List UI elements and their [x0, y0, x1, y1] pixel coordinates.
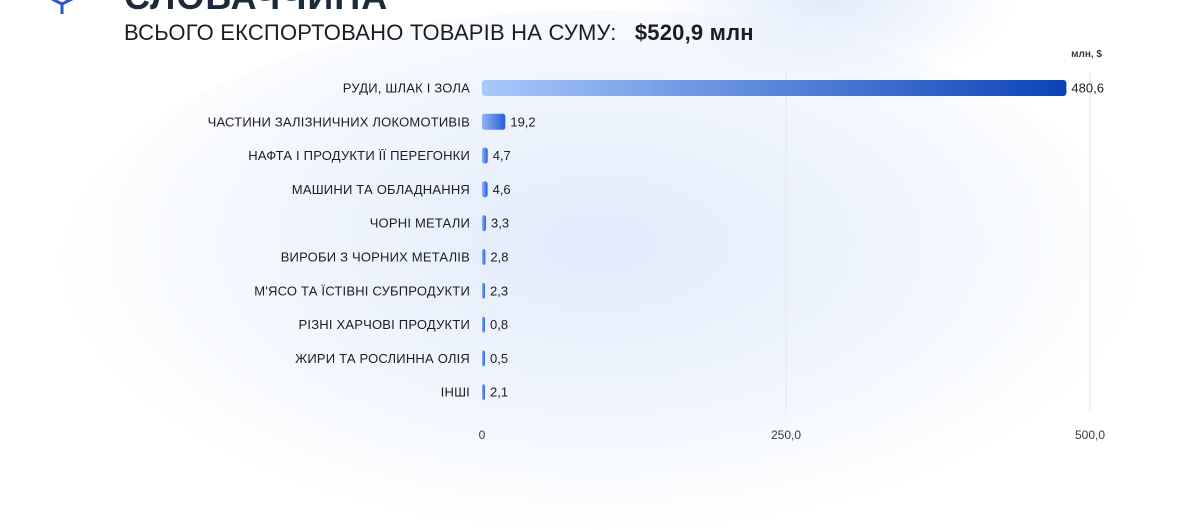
data-label: 4,7	[493, 148, 511, 163]
export-bar-chart: 0 250,0 500,0 млн, $ РУДИ, ШЛАК І ЗОЛА 480,6 Ч…	[208, 49, 1106, 442]
bar	[482, 80, 1067, 96]
x-tick-label: 0	[479, 428, 486, 442]
category-label: МАШИНИ ТА ОБЛАДНАННЯ	[292, 182, 470, 197]
data-label: 480,6	[1071, 81, 1104, 96]
unit-label: млн, $	[1071, 49, 1102, 60]
category-label: НАФТА І ПРОДУКТИ ЇЇ ПЕРЕГОНКИ	[248, 148, 470, 163]
box-icon	[50, 0, 74, 14]
category-label: РІЗНІ ХАРЧОВІ ПРОДУКТИ	[299, 317, 470, 332]
bar	[482, 113, 506, 130]
x-tick-label: 250,0	[771, 428, 801, 442]
x-tick-label: 500,0	[1075, 428, 1105, 442]
page-title: СЛОВАЧЧИНА	[124, 0, 388, 18]
total-label: ВСЬОГО ЕКСПОРТОВАНО ТОВАРІВ НА СУМУ:	[124, 20, 617, 45]
category-label: М'ЯСО ТА ЇСТІВНІ СУБПРОДУКТИ	[254, 283, 470, 298]
data-label: 2,3	[490, 283, 508, 298]
category-label: ІНШІ	[441, 385, 470, 400]
data-label: 2,8	[490, 250, 508, 265]
category-label: РУДИ, ШЛАК І ЗОЛА	[343, 81, 470, 96]
bar	[482, 384, 485, 401]
category-label: ЧАСТИНИ ЗАЛІЗНИЧНИХ ЛОКОМОТИВІВ	[208, 114, 470, 129]
bar	[482, 181, 488, 198]
data-label: 0,5	[490, 351, 508, 366]
bar	[482, 147, 488, 164]
data-label: 2,1	[490, 385, 508, 400]
data-label: 19,2	[510, 114, 535, 129]
bar	[482, 249, 486, 265]
background-glow	[60, 10, 1140, 530]
total-value: $520,9 млн	[634, 20, 754, 45]
data-label: 3,3	[491, 216, 509, 231]
total-export-headline: ВСЬОГО ЕКСПОРТОВАНО ТОВАРІВ НА СУМУ: $52…	[124, 20, 754, 46]
category-label: ВИРОБИ З ЧОРНИХ МЕТАЛІВ	[281, 250, 470, 265]
category-label: ЖИРИ ТА РОСЛИННА ОЛІЯ	[295, 351, 470, 366]
category-label: ЧОРНІ МЕТАЛИ	[370, 216, 470, 231]
bar	[482, 215, 487, 232]
bar	[482, 282, 485, 299]
bar	[482, 316, 485, 333]
data-label: 0,8	[490, 317, 508, 332]
bar	[482, 350, 485, 367]
data-label: 4,6	[493, 182, 511, 197]
